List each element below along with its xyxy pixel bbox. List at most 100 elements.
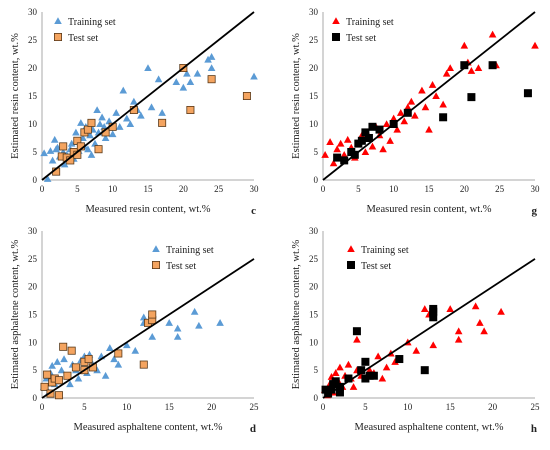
panel-c-training-point (40, 149, 48, 157)
panel-h-training-point (429, 341, 438, 349)
panel-c-training-point (204, 55, 212, 63)
panel-h-training-point (344, 360, 353, 368)
panel-c-x-tick-label: 10 (108, 184, 118, 194)
panel-c-training-point (144, 64, 152, 72)
panel-c-legend-marker (54, 17, 62, 25)
panel-d-training-point (53, 358, 62, 365)
panel-d-training-point (101, 371, 110, 379)
panel-h-training-point (471, 302, 480, 310)
panel-g-training-point (336, 139, 345, 147)
panel-d-test-point (40, 382, 49, 391)
panel-d-training-point (74, 374, 83, 382)
panel-g-training-point (421, 103, 430, 111)
panel-c-training-point (60, 160, 69, 168)
panel-g-y-tick-label: 30 (309, 7, 319, 17)
panel-g-x-tick-label: 20 (460, 184, 470, 194)
panel-c-training-point (115, 123, 124, 130)
panel-c-x-tick-label: 25 (214, 184, 224, 194)
panel-h-identity-line (322, 258, 536, 399)
panel-c-training-point (77, 119, 85, 126)
panel-g-legend-label: Training set (346, 17, 394, 28)
panel-c-y-tick-label: 5 (33, 147, 38, 157)
panel-c-training-point (207, 64, 216, 72)
panel-c-test-point (83, 125, 92, 134)
panel-g-x-tick-label: 15 (425, 184, 435, 194)
panel-g-y-tick-label: 15 (309, 91, 319, 101)
panel-d-training-point (148, 332, 157, 340)
panel-h-x-tick-label: 15 (446, 402, 456, 412)
panel-g-test-point (523, 89, 532, 98)
panel-g-training-point (361, 148, 370, 156)
panel-c-training-point (186, 78, 195, 86)
panel-h-x-tick-label: 20 (488, 402, 498, 412)
panel-d-y-tick-label: 30 (28, 226, 38, 236)
panel-h-training-point (378, 374, 387, 382)
panel-g-legend-label: Test set (346, 33, 376, 44)
panel-g-test-point (357, 136, 366, 145)
panel-c-x-axis-label: Measured resin content, wt.% (85, 204, 210, 215)
panel-g-test-point (364, 133, 373, 142)
panel-d-letter: d (250, 423, 256, 435)
panel-g-x-tick-label: 0 (321, 184, 326, 194)
panel-g-training-point (404, 103, 412, 111)
panel-h-y-tick-label: 0 (314, 393, 319, 403)
panel-d-x-axis-label: Measured asphaltene content, wt.% (74, 422, 223, 433)
panel-d-test-point (139, 360, 148, 369)
panel-g-test-point (467, 93, 476, 102)
panel-g-training-point (326, 138, 334, 145)
panel-c-training-point (193, 69, 202, 77)
panel-d-test-point (148, 310, 157, 319)
panel-c-test-point (59, 142, 68, 151)
panel-c-test-point (242, 92, 251, 101)
panel-d-training-point (123, 341, 131, 349)
panel-c-test-point (158, 118, 167, 127)
panel-d-test-point (43, 370, 52, 379)
panel-g-legend-marker (331, 33, 340, 42)
panel-h-training-point (476, 319, 484, 326)
panel-g-training-point (446, 64, 454, 72)
panel-d-training-point (60, 355, 68, 363)
panel-d-training-point (114, 360, 123, 368)
panel-d-training-point (93, 366, 101, 374)
panel-d-training-point (66, 380, 74, 388)
panel-d-test-point (84, 355, 93, 364)
panel-g-x-tick-label: 10 (389, 184, 399, 194)
panel-d-y-tick-label: 15 (28, 310, 38, 320)
panel-d-test-point (67, 346, 76, 355)
panel-d-x-tick-label: 0 (40, 402, 45, 412)
panel-c-letter: c (251, 205, 256, 217)
panel-g-x-tick-label: 5 (356, 184, 361, 194)
panel-g-identity-line (322, 11, 536, 181)
panel-c-training-point (250, 72, 258, 80)
panel-c-training-point (123, 114, 131, 122)
panel-c-training-point (183, 69, 191, 77)
panel-c-training-point (172, 78, 181, 86)
panel-d-training-point (190, 307, 199, 315)
panel-c-training-point (86, 131, 94, 139)
panel-h-training-point (382, 363, 391, 371)
panel-c-y-tick-label: 30 (28, 7, 38, 17)
panel-d-legend-marker (152, 245, 160, 253)
panel-c-training-point (179, 83, 188, 91)
panel-g-training-point (425, 125, 433, 133)
panel-d-legend-label: Training set (166, 245, 214, 256)
panel-c-x-tick-label: 15 (144, 184, 154, 194)
panel-g-training-point (321, 151, 329, 158)
panel-c-x-tick-label: 30 (250, 184, 260, 194)
panel-h-y-tick-label: 10 (309, 337, 319, 347)
panel-d-test-point (71, 363, 80, 372)
panel-d-training-point (57, 366, 66, 374)
panel-h-test-point (369, 371, 378, 380)
panel-c-training-point (105, 117, 113, 125)
panel-g-x-axis-label: Measured resin content, wt.% (366, 204, 491, 215)
panel-c-training-point (137, 111, 145, 119)
panel-c-identity-line (41, 11, 255, 181)
panel-d-test-point (114, 349, 123, 358)
panel-h-legend-label: Test set (361, 261, 391, 272)
panel-c-training-point (112, 109, 120, 116)
panel-g-test-point (333, 153, 342, 162)
panel-h-x-axis-label: Measured asphaltene content, wt.% (355, 422, 504, 433)
panel-h-training-point (391, 358, 399, 365)
panel-d-y-tick-label: 0 (33, 393, 38, 403)
panel-c-test-point (94, 145, 103, 154)
